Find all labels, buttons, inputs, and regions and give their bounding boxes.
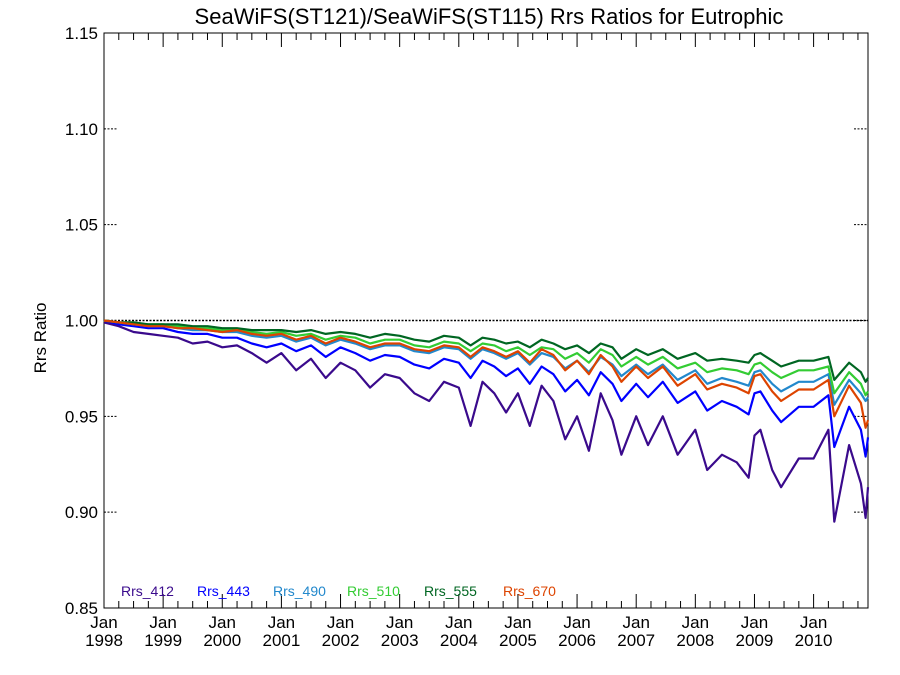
y-tick-label: 0.95: [65, 407, 98, 426]
legend-item-rrs-443: Rrs_443: [197, 583, 250, 599]
y-tick-label: 1.15: [65, 24, 98, 43]
x-tick-month-label: Jan: [386, 613, 413, 632]
x-tick-year-label: 2006: [558, 631, 596, 650]
legend-item-rrs-412: Rrs_412: [121, 583, 174, 599]
x-tick-year-label: 2008: [676, 631, 714, 650]
legend-item-rrs-490: Rrs_490: [273, 583, 326, 599]
legend-item-rrs-510: Rrs_510: [347, 583, 400, 599]
x-tick-month-label: Jan: [622, 613, 649, 632]
legend-item-rrs-670: Rrs_670: [503, 583, 556, 599]
x-tick-month-label: Jan: [149, 613, 176, 632]
x-tick-year-label: 2001: [262, 631, 300, 650]
x-tick-year-label: 2000: [203, 631, 241, 650]
y-tick-label: 1.00: [65, 312, 98, 331]
series-line-rrs-555: [103, 319, 869, 383]
x-tick-year-label: 1998: [85, 631, 123, 650]
x-tick-year-label: 2009: [736, 631, 774, 650]
x-tick-month-label: Jan: [800, 613, 827, 632]
x-tick-month-label: Jan: [741, 613, 768, 632]
x-tick-year-label: 2003: [381, 631, 419, 650]
y-tick-label: 1.10: [65, 120, 98, 139]
x-tick-month-label: Jan: [327, 613, 354, 632]
x-tick-month-label: Jan: [268, 613, 295, 632]
series-line-rrs-412: [103, 321, 870, 523]
x-tick-month-label: Jan: [445, 613, 472, 632]
plot-area: 0.850.900.951.001.051.101.15Jan1998Jan19…: [65, 24, 870, 650]
x-tick-month-label: Jan: [563, 613, 590, 632]
y-tick-label: 0.85: [65, 599, 98, 618]
x-tick-month-label: Jan: [209, 613, 236, 632]
legend-item-rrs-555: Rrs_555: [424, 583, 477, 599]
x-tick-month-label: Jan: [90, 613, 117, 632]
series-line-rrs-670: [103, 319, 870, 429]
x-tick-year-label: 2010: [795, 631, 833, 650]
x-tick-month-label: Jan: [682, 613, 709, 632]
series-line-rrs-510: [103, 319, 869, 397]
x-tick-year-label: 2004: [440, 631, 478, 650]
y-axis-label: Rrs Ratio: [31, 303, 50, 374]
y-tick-label: 1.05: [65, 216, 98, 235]
x-tick-year-label: 2005: [499, 631, 537, 650]
y-tick-label: 0.90: [65, 503, 98, 522]
x-tick-month-label: Jan: [504, 613, 531, 632]
x-tick-year-label: 2002: [322, 631, 360, 650]
x-tick-year-label: 2007: [617, 631, 655, 650]
series-line-rrs-490: [103, 319, 869, 406]
series-line-rrs-443: [103, 319, 870, 458]
chart-title: SeaWiFS(ST121)/SeaWiFS(ST115) Rrs Ratios…: [195, 4, 784, 29]
x-tick-year-label: 1999: [144, 631, 182, 650]
